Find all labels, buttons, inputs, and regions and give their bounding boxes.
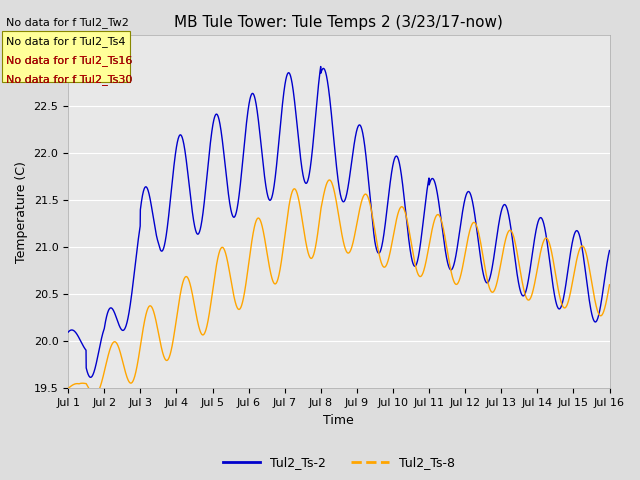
X-axis label: Time: Time bbox=[323, 414, 354, 427]
Text: No data for f Tul2_Ts16: No data for f Tul2_Ts16 bbox=[6, 55, 132, 66]
Title: MB Tule Tower: Tule Temps 2 (3/23/17-now): MB Tule Tower: Tule Temps 2 (3/23/17-now… bbox=[174, 15, 503, 30]
Text: No data for f Tul2_Ts16: No data for f Tul2_Ts16 bbox=[6, 55, 132, 66]
Text: No data for f Tul2_Ts30: No data for f Tul2_Ts30 bbox=[6, 74, 132, 85]
Y-axis label: Temperature (C): Temperature (C) bbox=[15, 161, 28, 263]
Legend: Tul2_Ts-2, Tul2_Ts-8: Tul2_Ts-2, Tul2_Ts-8 bbox=[218, 451, 460, 474]
Text: No data for f Tul2_Ts4: No data for f Tul2_Ts4 bbox=[6, 36, 126, 47]
Text: No data for f Tul2_Tw2: No data for f Tul2_Tw2 bbox=[6, 17, 129, 28]
Text: No data for f Tul2_Ts30: No data for f Tul2_Ts30 bbox=[6, 74, 132, 85]
